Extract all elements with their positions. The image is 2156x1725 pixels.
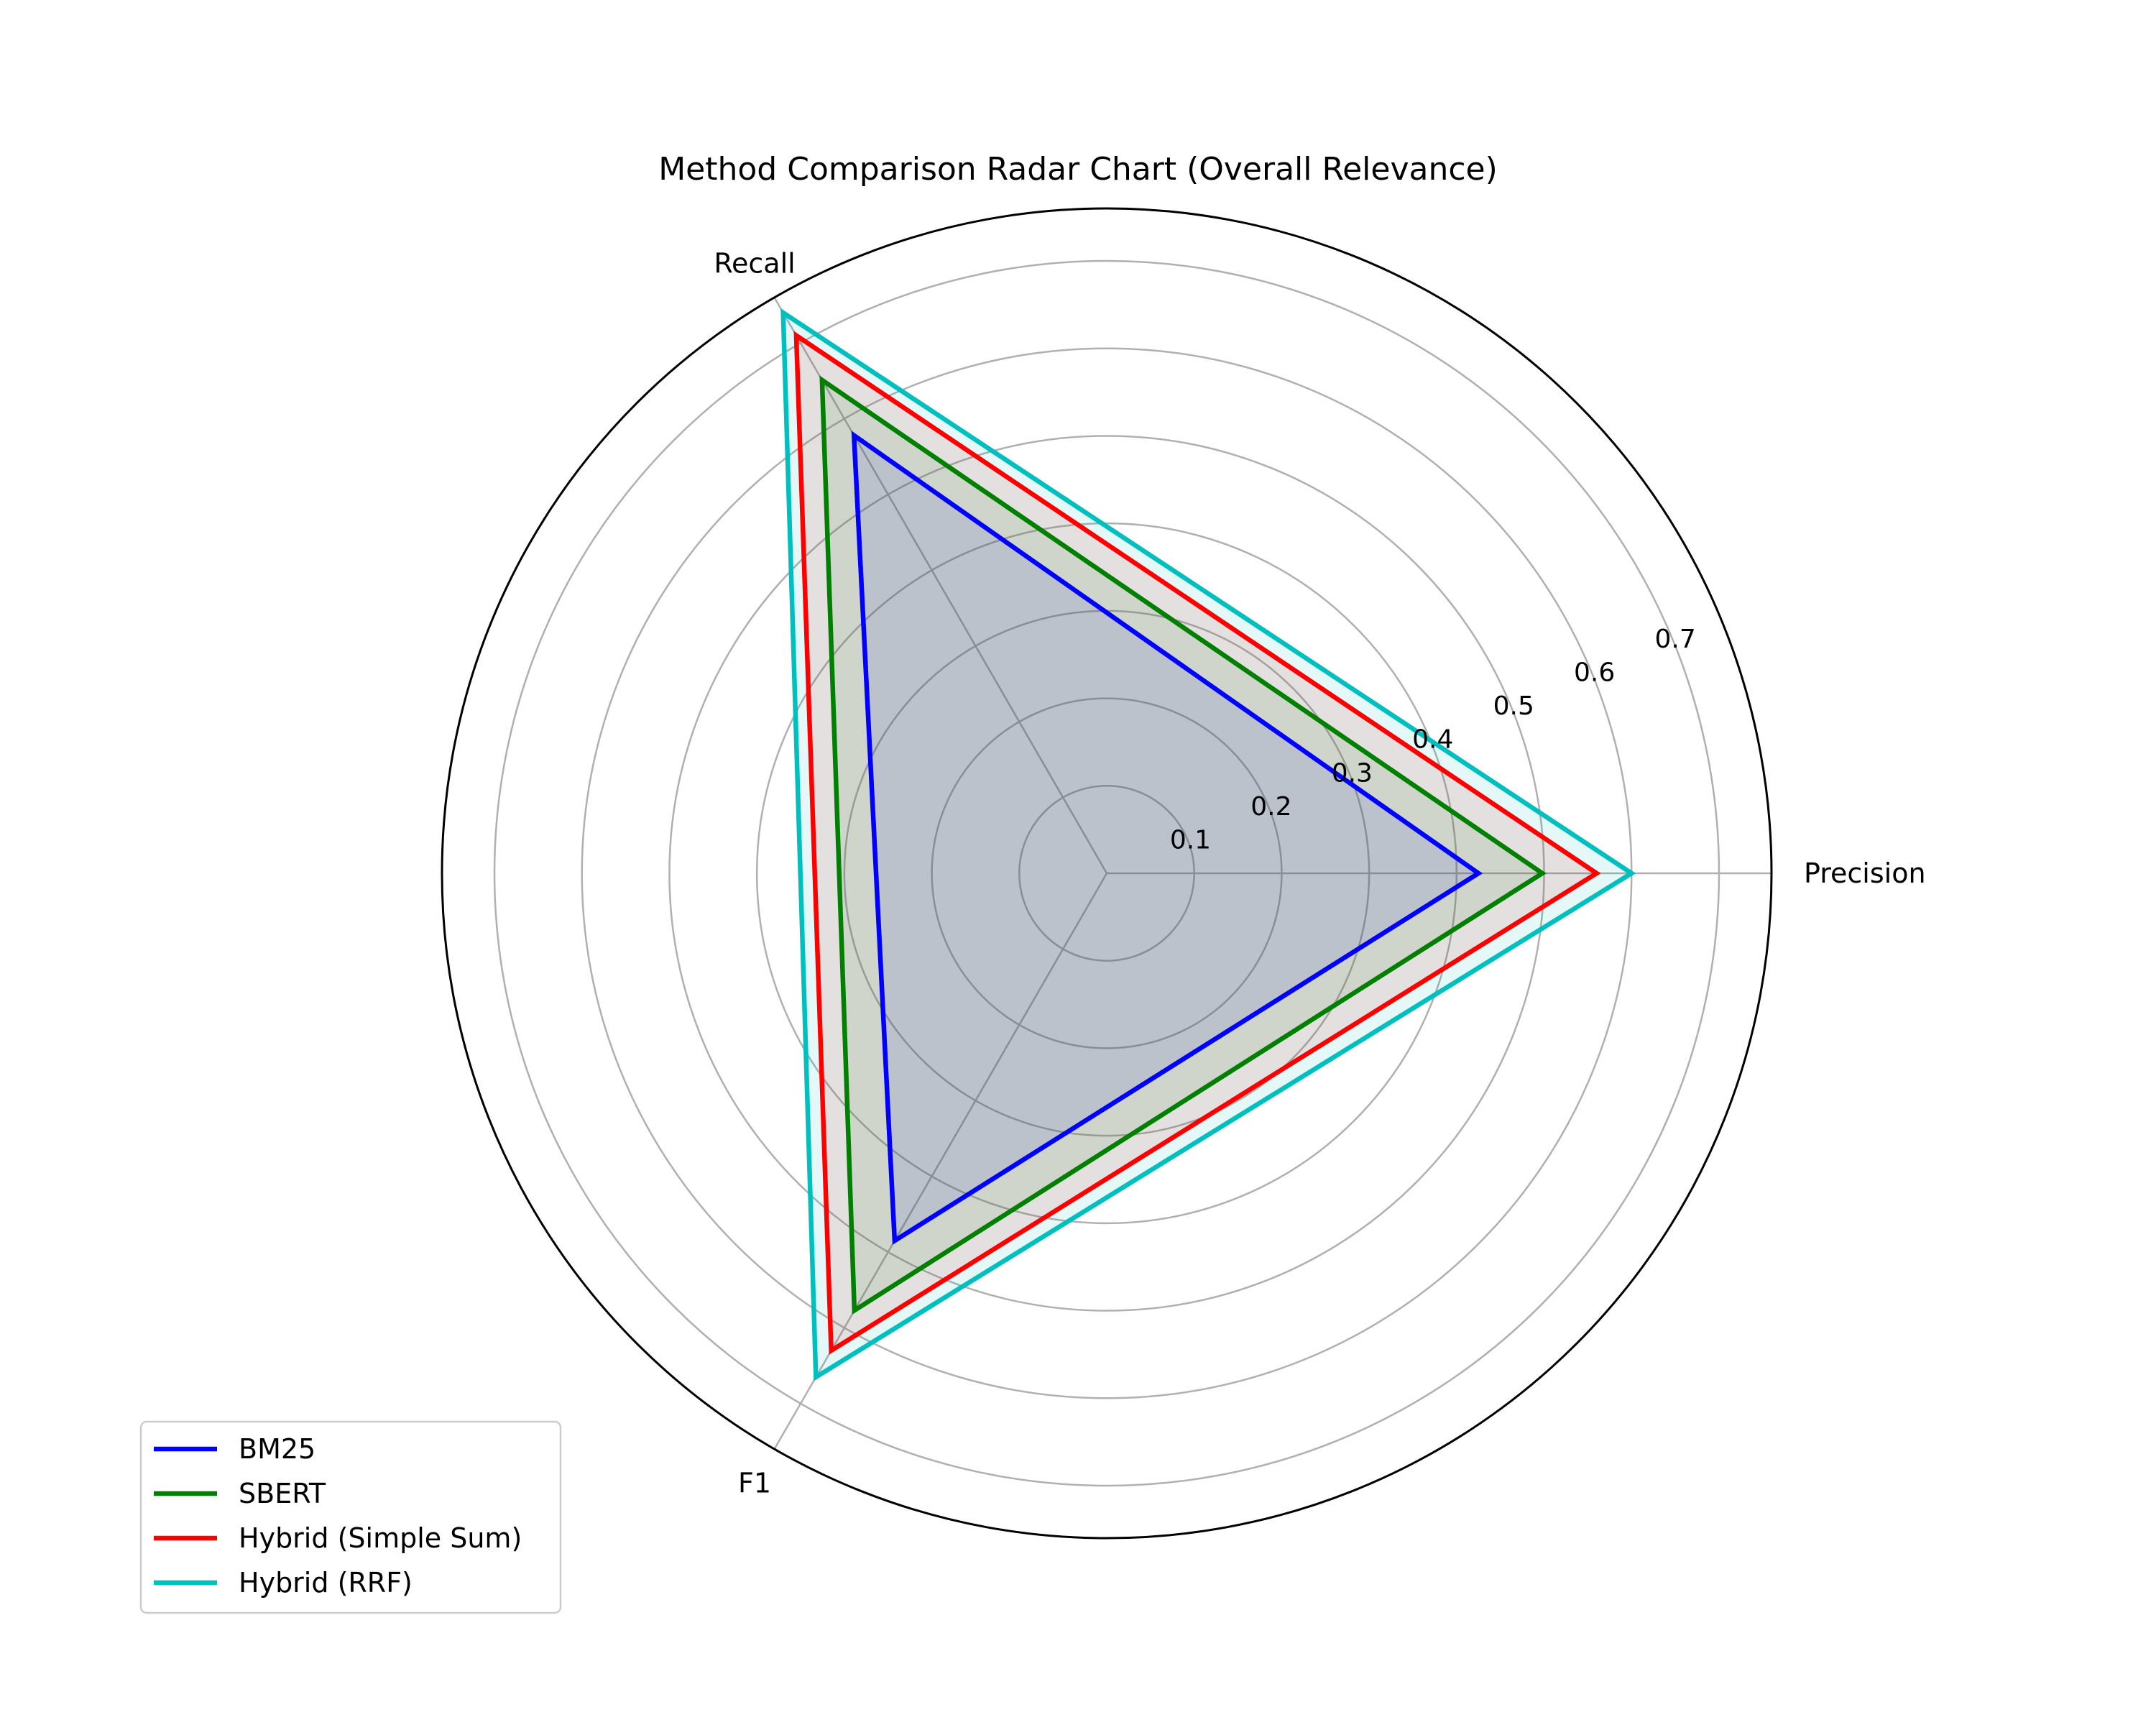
legend-label: Hybrid (Simple Sum) — [239, 1522, 522, 1554]
axis-label-f1: F1 — [738, 1468, 771, 1499]
radial-tick-labels: 0.1 0.2 0.3 0.4 0.5 0.6 0.7 — [1170, 625, 1696, 855]
spoke-recall — [773, 297, 1108, 874]
axis-label-precision: Precision — [1804, 857, 1926, 889]
series-line-sbert — [819, 375, 1547, 1315]
legend-label: SBERT — [239, 1478, 326, 1509]
series-lines — [780, 308, 1636, 1381]
legend: BM25 SBERT Hybrid (Simple Sum) Hybrid (RRF) — [139, 1420, 562, 1614]
legend-label: Hybrid (RRF) — [239, 1567, 413, 1598]
radial-tick-label: 0.6 — [1574, 658, 1615, 688]
radial-tick-label: 0.4 — [1412, 725, 1453, 755]
radial-tick-label: 0.2 — [1250, 792, 1291, 822]
series-line-hybrid-rrf — [780, 308, 1636, 1381]
axis-labels: Precision Recall F1 — [714, 247, 1925, 1499]
radar-grid — [441, 207, 1773, 1540]
series-fill-hybrid-simple-sum — [796, 335, 1597, 1351]
series-fill-bm25 — [854, 435, 1479, 1241]
radial-tick-label: 0.7 — [1654, 625, 1695, 654]
legend-box — [139, 1420, 562, 1614]
radial-tick-label: 0.3 — [1332, 758, 1373, 788]
legend-label: BM25 — [239, 1433, 315, 1465]
series-fill-hybrid-rrf — [783, 313, 1632, 1377]
series-line-bm25 — [851, 431, 1483, 1245]
series-fill-sbert — [821, 380, 1543, 1311]
radial-tick-label: 0.1 — [1170, 825, 1211, 855]
series-line-hybrid-simple-sum — [793, 331, 1601, 1355]
outer-boundary — [441, 207, 1773, 1540]
radial-tick-label: 0.5 — [1493, 691, 1534, 721]
chart-title: Method Comparison Radar Chart (Overall R… — [658, 151, 1498, 188]
series-fills — [783, 313, 1632, 1377]
axis-label-recall: Recall — [714, 247, 795, 279]
